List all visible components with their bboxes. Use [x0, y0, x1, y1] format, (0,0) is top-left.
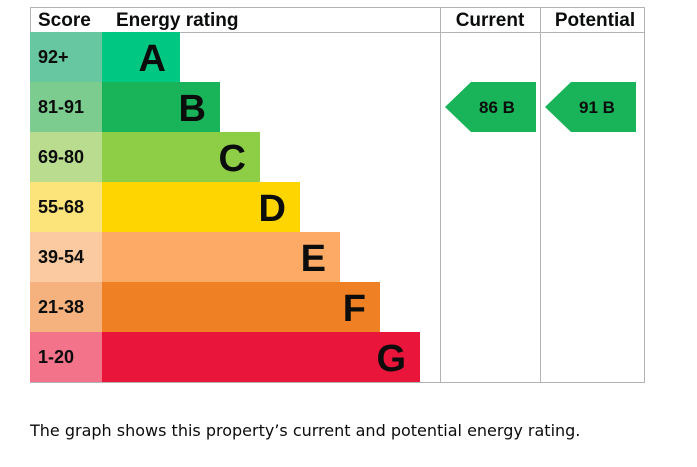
score-cell-a	[30, 32, 102, 82]
rating-bar-b	[102, 82, 220, 132]
score-range-b: 81-91	[38, 97, 84, 117]
rating-letter-b: B	[179, 88, 206, 130]
rating-bands: 92+ A 81-91 B 69-80 C 55-68 D 39-54 E 21-38 F 1-20 G	[30, 32, 420, 382]
rating-letter-e: E	[301, 238, 326, 280]
score-cell-g	[30, 332, 102, 382]
rating-bar-f	[102, 282, 380, 332]
rating-letter-a: A	[139, 38, 166, 80]
current-rating-label: 86 B	[479, 98, 515, 117]
potential-rating-arrow	[545, 82, 636, 132]
score-range-e: 39-54	[38, 247, 84, 267]
header-energy-rating: Energy rating	[116, 10, 238, 31]
score-range-a: 92+	[38, 47, 69, 67]
score-range-c: 69-80	[38, 147, 84, 167]
score-cell-d	[30, 182, 102, 232]
score-cell-c	[30, 132, 102, 182]
header-score: Score	[38, 10, 91, 31]
rating-letter-d: D	[259, 188, 286, 230]
rating-markers: 86 B 91 B	[445, 82, 636, 132]
rating-bar-a	[102, 32, 180, 82]
header-current: Current	[456, 10, 525, 31]
current-rating-arrow	[445, 82, 536, 132]
rating-bar-c	[102, 132, 260, 182]
rating-letter-c: C	[219, 138, 246, 180]
chart-caption: The graph shows this property’s current …	[30, 421, 581, 440]
score-cell-b	[30, 82, 102, 132]
header-potential: Potential	[555, 10, 635, 31]
score-range-f: 21-38	[38, 297, 84, 317]
potential-rating-label: 91 B	[579, 98, 615, 117]
score-cell-e	[30, 232, 102, 282]
score-range-g: 1-20	[38, 347, 74, 367]
rating-bar-g	[102, 332, 420, 382]
rating-letter-f: F	[343, 288, 366, 330]
rating-bar-e	[102, 232, 340, 282]
score-cell-f	[30, 282, 102, 332]
rating-letter-g: G	[376, 338, 406, 380]
energy-rating-chart: Score Energy rating Current Potential 92…	[30, 7, 645, 383]
rating-bar-d	[102, 182, 300, 232]
score-range-d: 55-68	[38, 197, 84, 217]
